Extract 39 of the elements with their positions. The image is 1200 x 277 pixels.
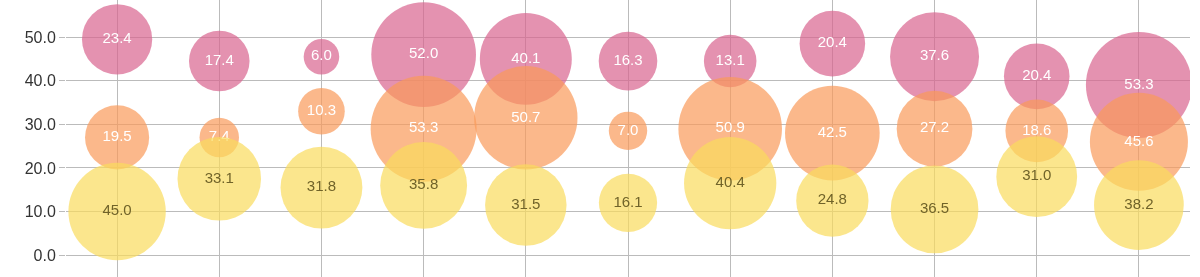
data-label: 45.0 (102, 201, 132, 219)
data-label: 6.0 (311, 46, 332, 64)
data-label: 16.3 (613, 50, 643, 68)
data-label: 24.8 (817, 190, 847, 208)
y-tick-label: 50.0 (24, 28, 56, 46)
data-label: 18.6 (1022, 120, 1052, 138)
data-label: 37.6 (919, 46, 950, 64)
data-label: 38.2 (1124, 194, 1154, 212)
data-label: 42.5 (817, 122, 847, 140)
data-label: 50.7 (511, 107, 541, 125)
data-label: 50.9 (715, 118, 745, 136)
data-label: 52.0 (409, 44, 439, 62)
data-label: 27.2 (919, 118, 950, 136)
data-label: 31.5 (511, 194, 541, 212)
y-tick-label: 30.0 (24, 115, 56, 133)
data-label: 35.8 (409, 175, 439, 193)
data-label: 36.5 (919, 199, 950, 217)
data-label: 7.0 (617, 120, 639, 138)
data-label: 20.4 (1022, 66, 1052, 84)
data-label: 7.4 (208, 127, 230, 145)
data-label: 40.1 (511, 48, 541, 66)
data-label: 53.3 (1124, 74, 1154, 92)
data-label: 23.4 (102, 29, 132, 47)
data-label: 19.5 (102, 127, 132, 145)
y-tick-label: 10.0 (24, 203, 56, 221)
data-label: 20.4 (817, 33, 847, 51)
y-tick-label: 40.0 (24, 72, 56, 90)
data-label: 53.3 (409, 118, 439, 136)
y-tick-label: 0.0 (33, 246, 56, 264)
data-label: 45.6 (1124, 131, 1154, 149)
data-label: 17.4 (204, 50, 234, 68)
data-label: 16.1 (613, 192, 643, 210)
data-label: 31.0 (1022, 166, 1052, 184)
data-label: 31.8 (306, 177, 337, 195)
data-label: 40.4 (715, 172, 745, 190)
y-tick-label: 20.0 (24, 159, 56, 177)
data-label: 33.1 (204, 168, 234, 186)
data-label: 13.1 (715, 50, 745, 68)
data-label: 10.3 (306, 100, 337, 118)
